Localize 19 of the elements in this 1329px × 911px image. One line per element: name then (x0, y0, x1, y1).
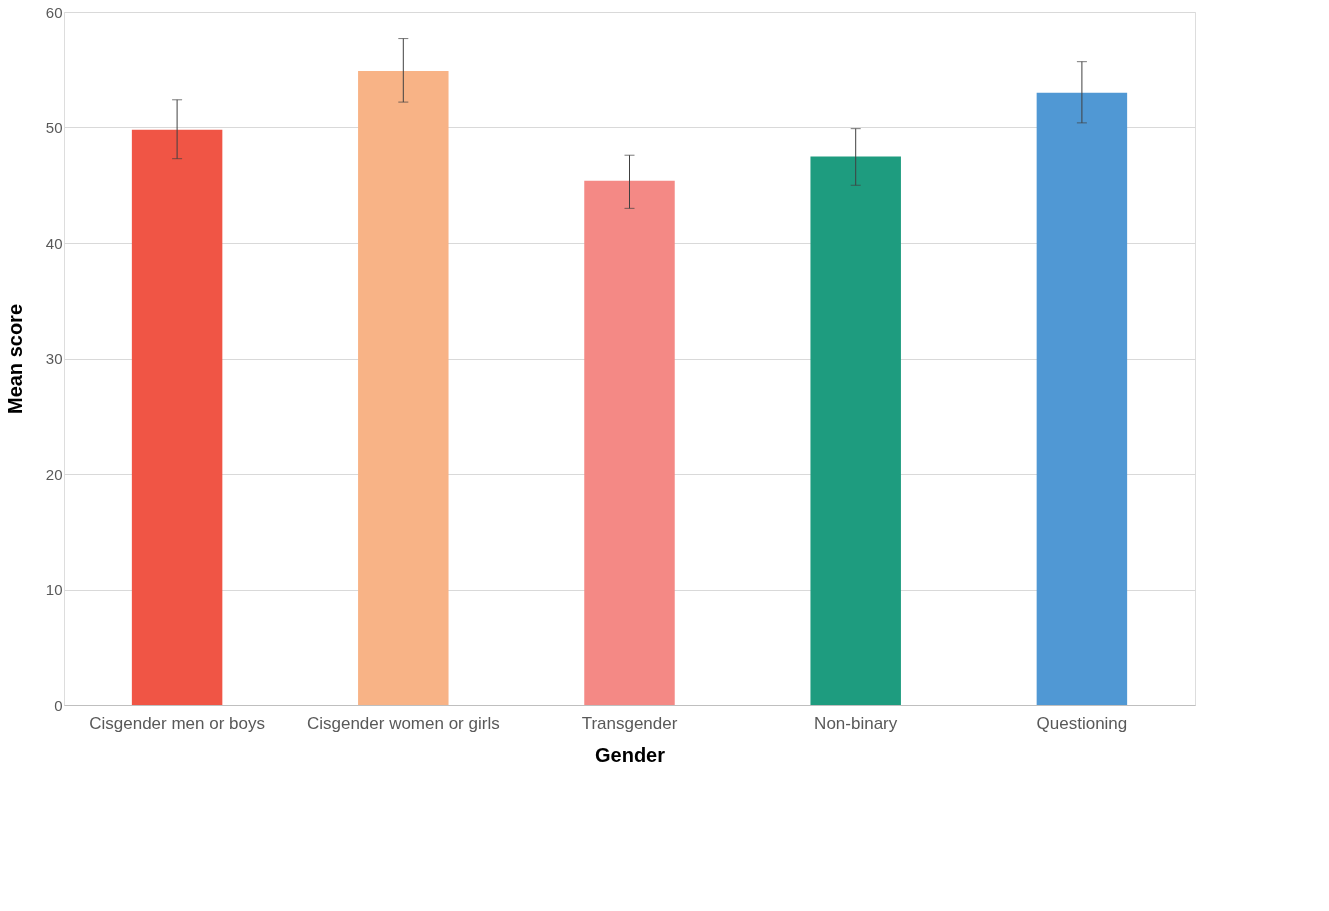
y-tick-label: 10 (45, 581, 63, 598)
bar (810, 156, 901, 705)
bar (584, 180, 675, 705)
bar (131, 129, 223, 705)
x-tick-label: Cisgender women or girls (306, 713, 500, 733)
x-tick-label: Cisgender men or boys (89, 713, 265, 733)
y-tick-label: 30 (45, 350, 63, 367)
x-axis-title: Gender (594, 743, 666, 766)
y-tick-label: 0 (54, 696, 63, 714)
x-tick-label: Questioning (1036, 713, 1128, 733)
bar (1036, 92, 1128, 705)
y-axis-title: Mean score (3, 303, 26, 415)
x-tick-label: Transgender (581, 713, 678, 733)
bar (358, 70, 449, 705)
x-tick-label: Non-binary (814, 713, 898, 733)
y-tick-label: 50 (45, 119, 63, 136)
y-tick-label: 60 (45, 3, 63, 21)
y-tick-label: 40 (45, 234, 63, 252)
y-tick-label: 20 (45, 465, 63, 483)
